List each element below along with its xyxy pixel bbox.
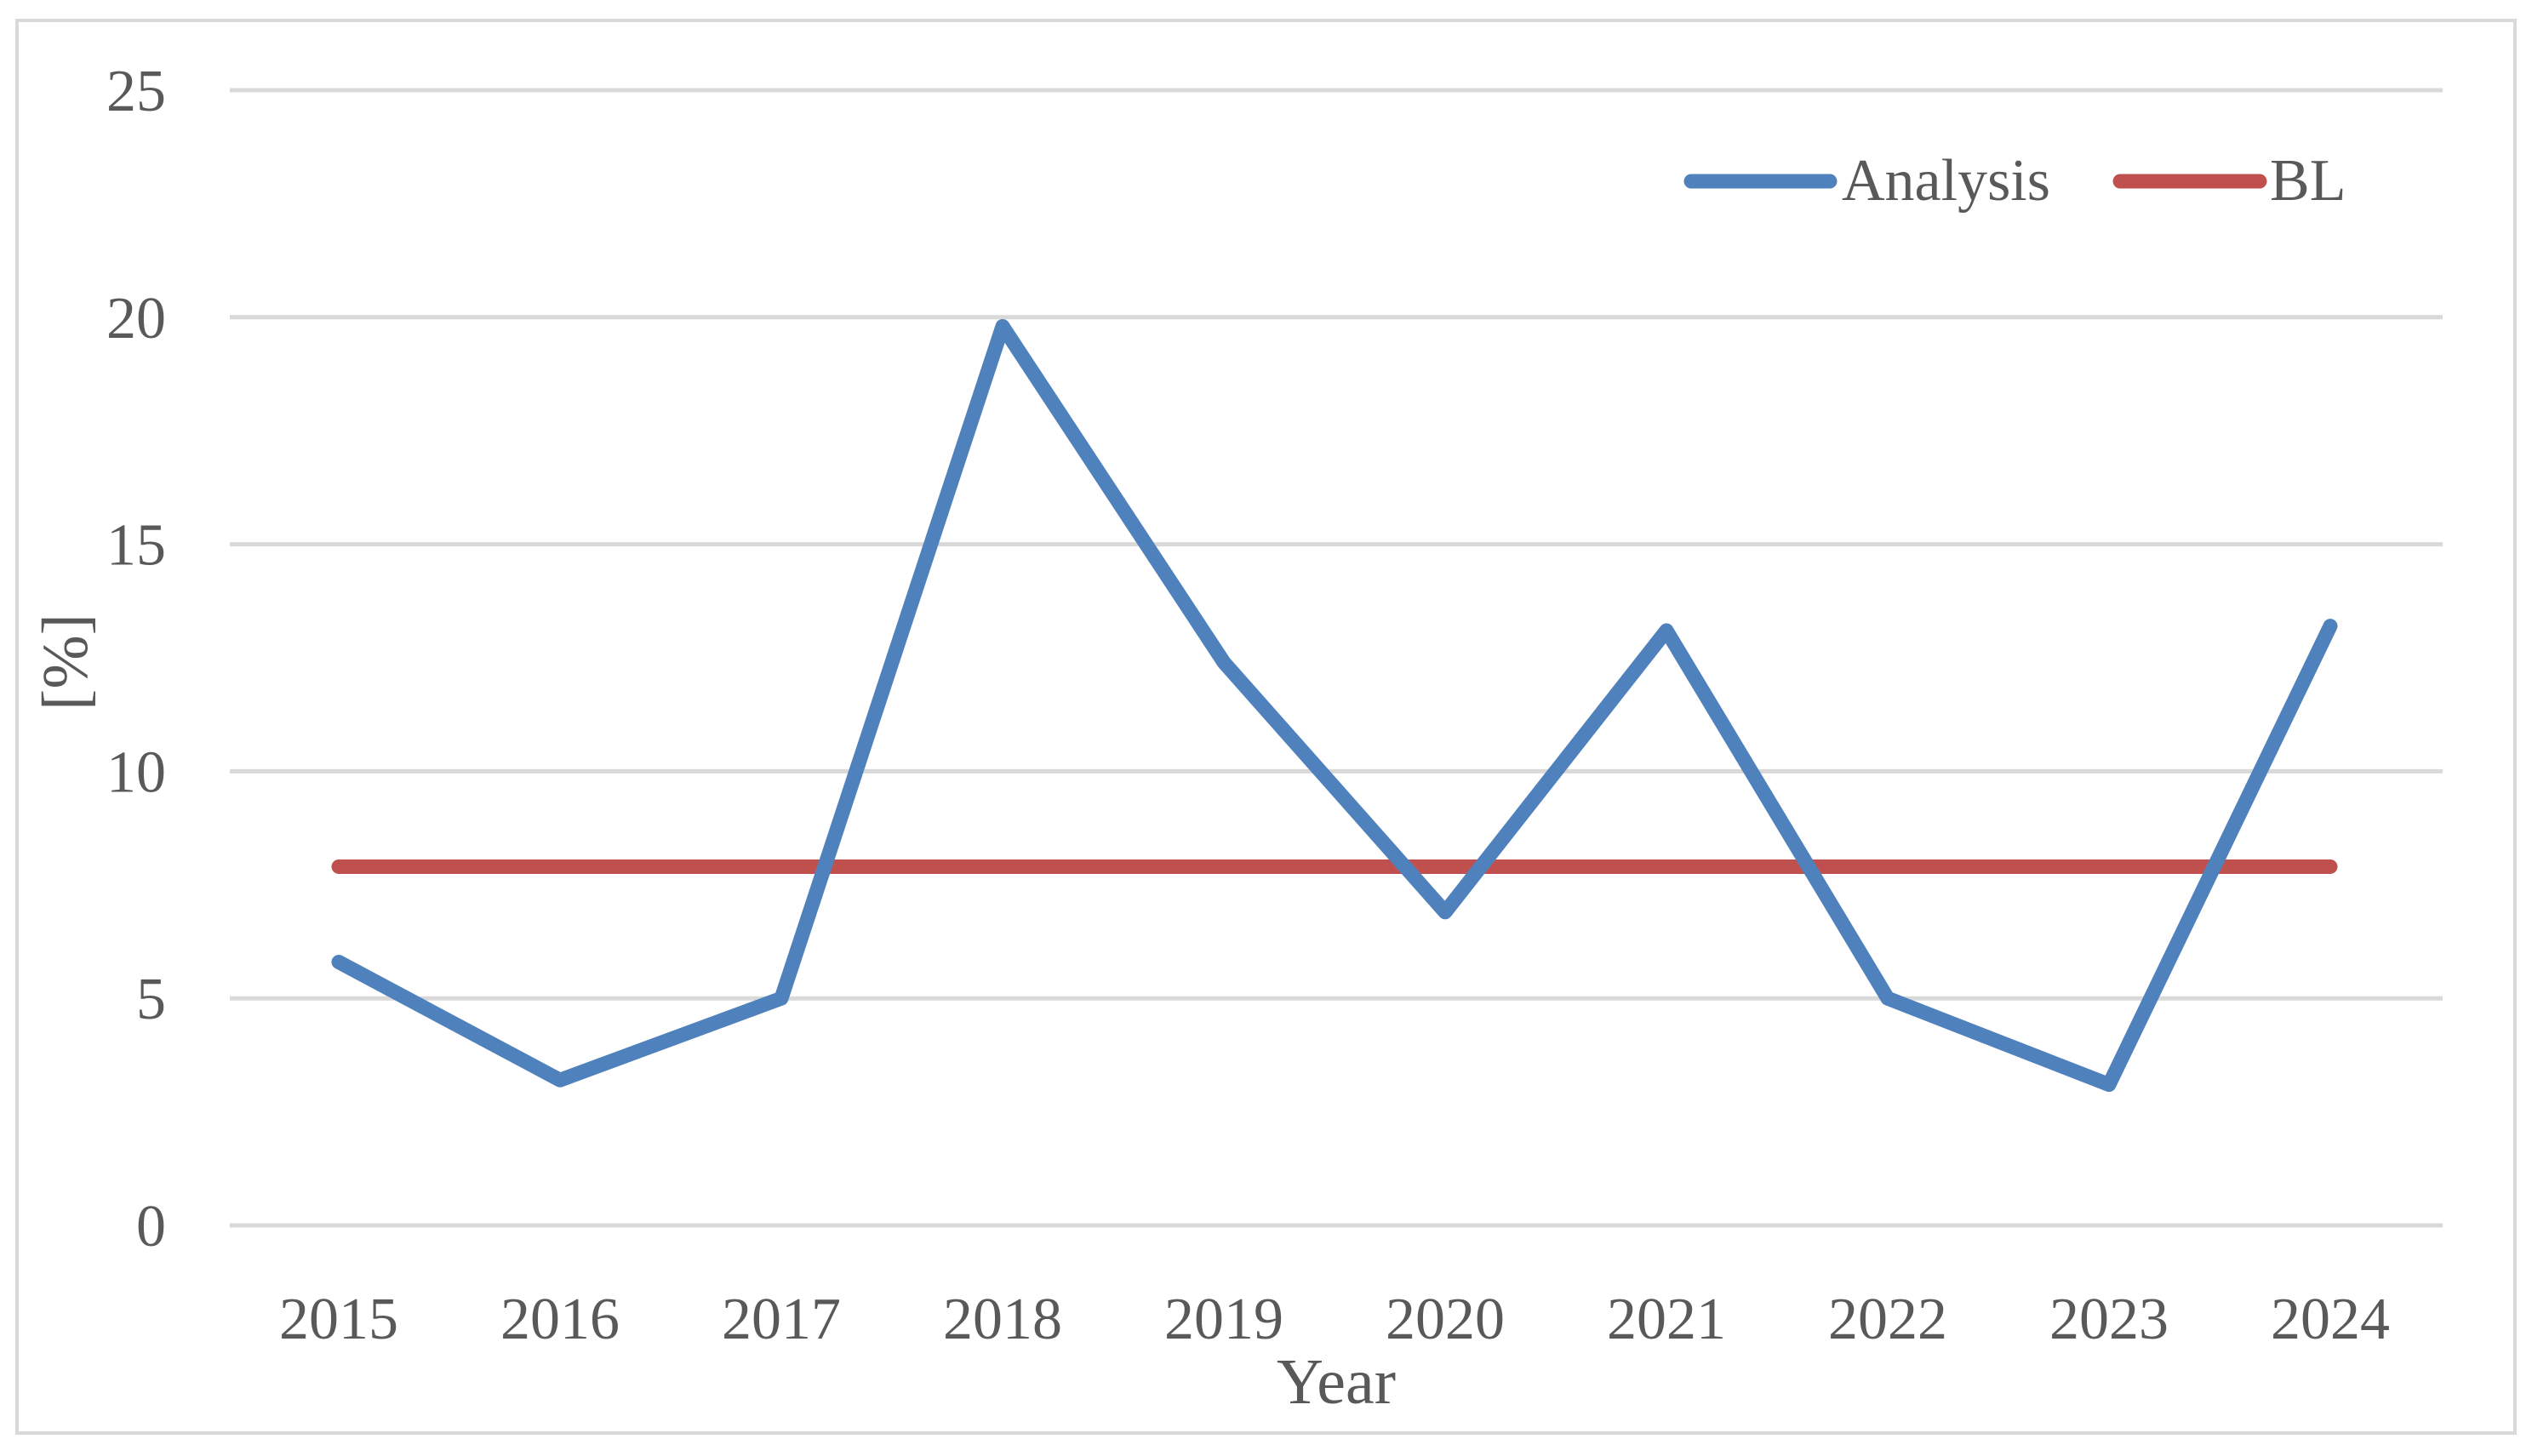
series-line-analysis	[331, 318, 2338, 1093]
x-tick-label: 2018	[943, 1287, 1062, 1352]
y-tick-label: 15	[106, 513, 166, 579]
y-axis-ticks: 0 5 10 15 20 25	[106, 59, 166, 1259]
legend-label-bl: BL	[2270, 148, 2346, 214]
x-tick-label: 2024	[2271, 1287, 2390, 1352]
y-tick-label: 10	[106, 739, 166, 805]
series-lines	[331, 318, 2338, 1093]
gridlines	[230, 88, 2443, 1228]
x-tick-label: 2015	[279, 1287, 398, 1352]
x-axis-label: Year	[1277, 1346, 1396, 1418]
x-tick-label: 2020	[1386, 1287, 1505, 1352]
y-tick-label: 0	[136, 1194, 166, 1259]
y-axis-label: [%]	[30, 614, 101, 711]
legend: Analysis BL	[1683, 148, 2346, 214]
y-tick-label: 5	[136, 967, 166, 1032]
y-tick-label: 20	[106, 286, 166, 351]
x-tick-label: 2021	[1607, 1287, 1726, 1352]
y-tick-label: 25	[106, 59, 166, 124]
x-tick-label: 2016	[500, 1287, 620, 1352]
chart-border	[15, 19, 2517, 1435]
x-tick-label: 2019	[1164, 1287, 1283, 1352]
legend-label-analysis: Analysis	[1842, 148, 2050, 214]
x-tick-label: 2017	[722, 1287, 841, 1352]
x-tick-label: 2023	[2049, 1287, 2169, 1352]
x-axis-ticks: 2015 2016 2017 2018 2019 2020 2021 2022 2023 2024	[279, 1287, 2390, 1352]
x-tick-label: 2022	[1828, 1287, 1947, 1352]
